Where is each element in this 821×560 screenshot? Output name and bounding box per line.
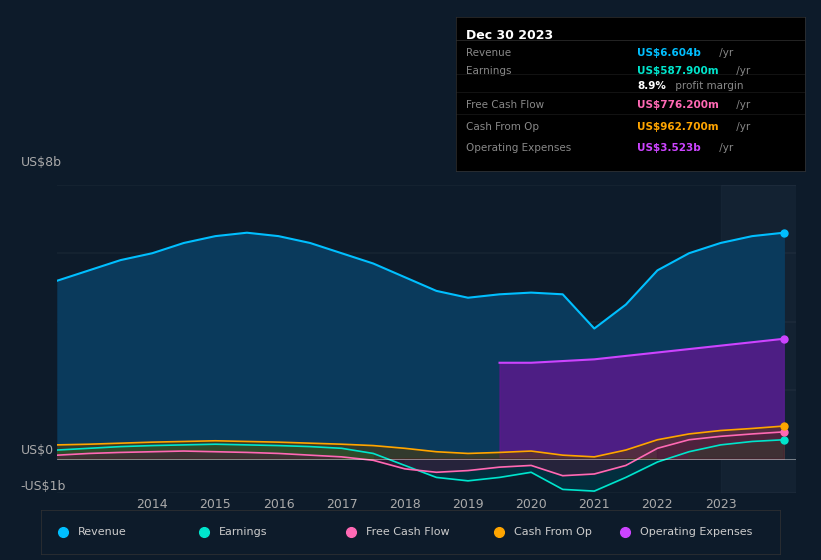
Text: Revenue: Revenue [78,527,126,537]
Text: US$962.700m: US$962.700m [637,122,718,132]
Text: Operating Expenses: Operating Expenses [466,143,571,153]
Text: /yr: /yr [733,66,750,76]
Text: Dec 30 2023: Dec 30 2023 [466,29,553,42]
Text: Cash From Op: Cash From Op [466,122,539,132]
Text: US$587.900m: US$587.900m [637,66,718,76]
Text: Free Cash Flow: Free Cash Flow [366,527,450,537]
Text: Revenue: Revenue [466,48,511,58]
Text: 8.9%: 8.9% [637,82,666,91]
Text: Earnings: Earnings [466,66,511,76]
Text: -US$1b: -US$1b [21,480,66,493]
Text: Earnings: Earnings [218,527,267,537]
Text: US$0: US$0 [21,445,53,458]
Text: /yr: /yr [716,48,733,58]
Text: /yr: /yr [716,143,733,153]
Text: US$3.523b: US$3.523b [637,143,701,153]
Text: US$6.604b: US$6.604b [637,48,701,58]
Text: Cash From Op: Cash From Op [514,527,592,537]
Text: profit margin: profit margin [672,82,744,91]
Bar [721,185,796,493]
Text: /yr: /yr [733,100,750,110]
Text: US$8b: US$8b [21,156,62,169]
Text: Free Cash Flow: Free Cash Flow [466,100,544,110]
Text: /yr: /yr [733,122,750,132]
Text: Operating Expenses: Operating Expenses [640,527,752,537]
Text: US$776.200m: US$776.200m [637,100,719,110]
